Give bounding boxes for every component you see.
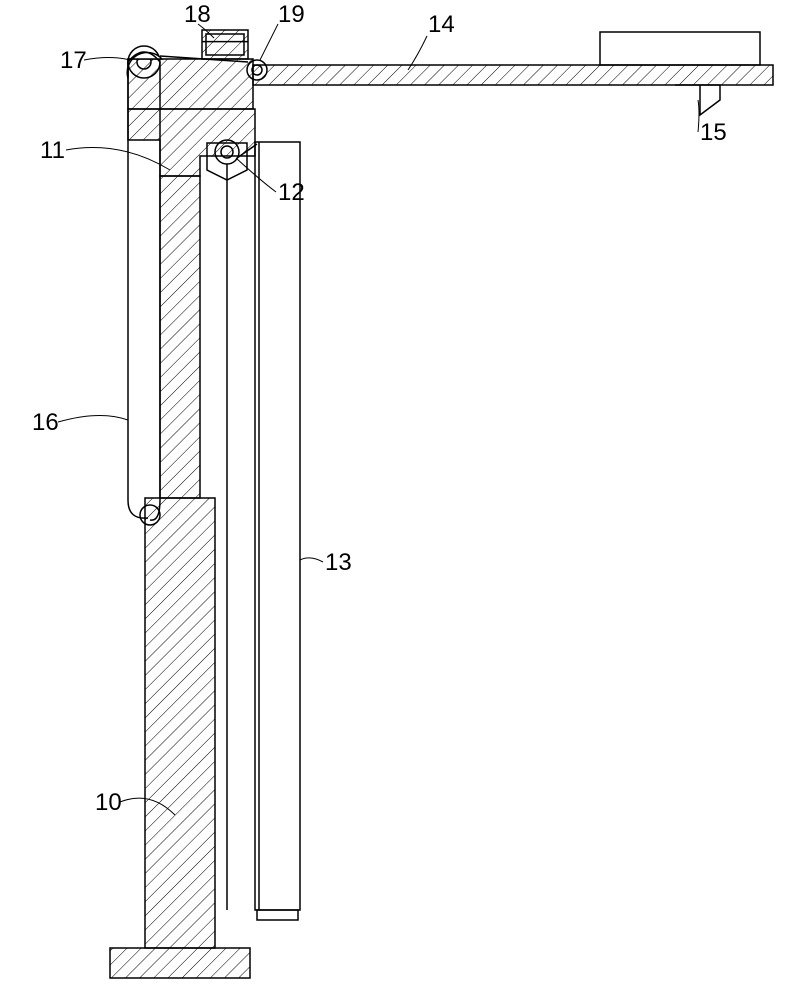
label-17: 17 <box>60 47 87 74</box>
label-11: 11 <box>40 137 65 164</box>
label-15: 15 <box>700 119 727 146</box>
base_plate <box>110 948 250 978</box>
label-12: 12 <box>278 179 305 206</box>
side-panel <box>255 142 300 910</box>
label-14: 14 <box>428 11 455 38</box>
leader-16 <box>58 415 128 422</box>
leader-12 <box>236 158 276 192</box>
label-19: 19 <box>278 1 305 28</box>
leader-15 <box>698 100 699 132</box>
leader-17 <box>84 58 130 61</box>
top_block <box>128 59 253 109</box>
side-foot <box>257 910 298 920</box>
label-16: 16 <box>32 409 59 436</box>
label-18: 18 <box>184 1 211 28</box>
leader-19 <box>260 24 278 60</box>
label-13: 13 <box>325 549 352 576</box>
platform-top <box>600 32 760 65</box>
label-10: 10 <box>95 789 122 816</box>
arm <box>253 65 773 85</box>
leader-13 <box>300 558 323 562</box>
leader-11 <box>66 148 170 171</box>
platform-bracket <box>675 85 720 115</box>
inner_column <box>160 176 200 498</box>
outer_column <box>145 498 215 948</box>
